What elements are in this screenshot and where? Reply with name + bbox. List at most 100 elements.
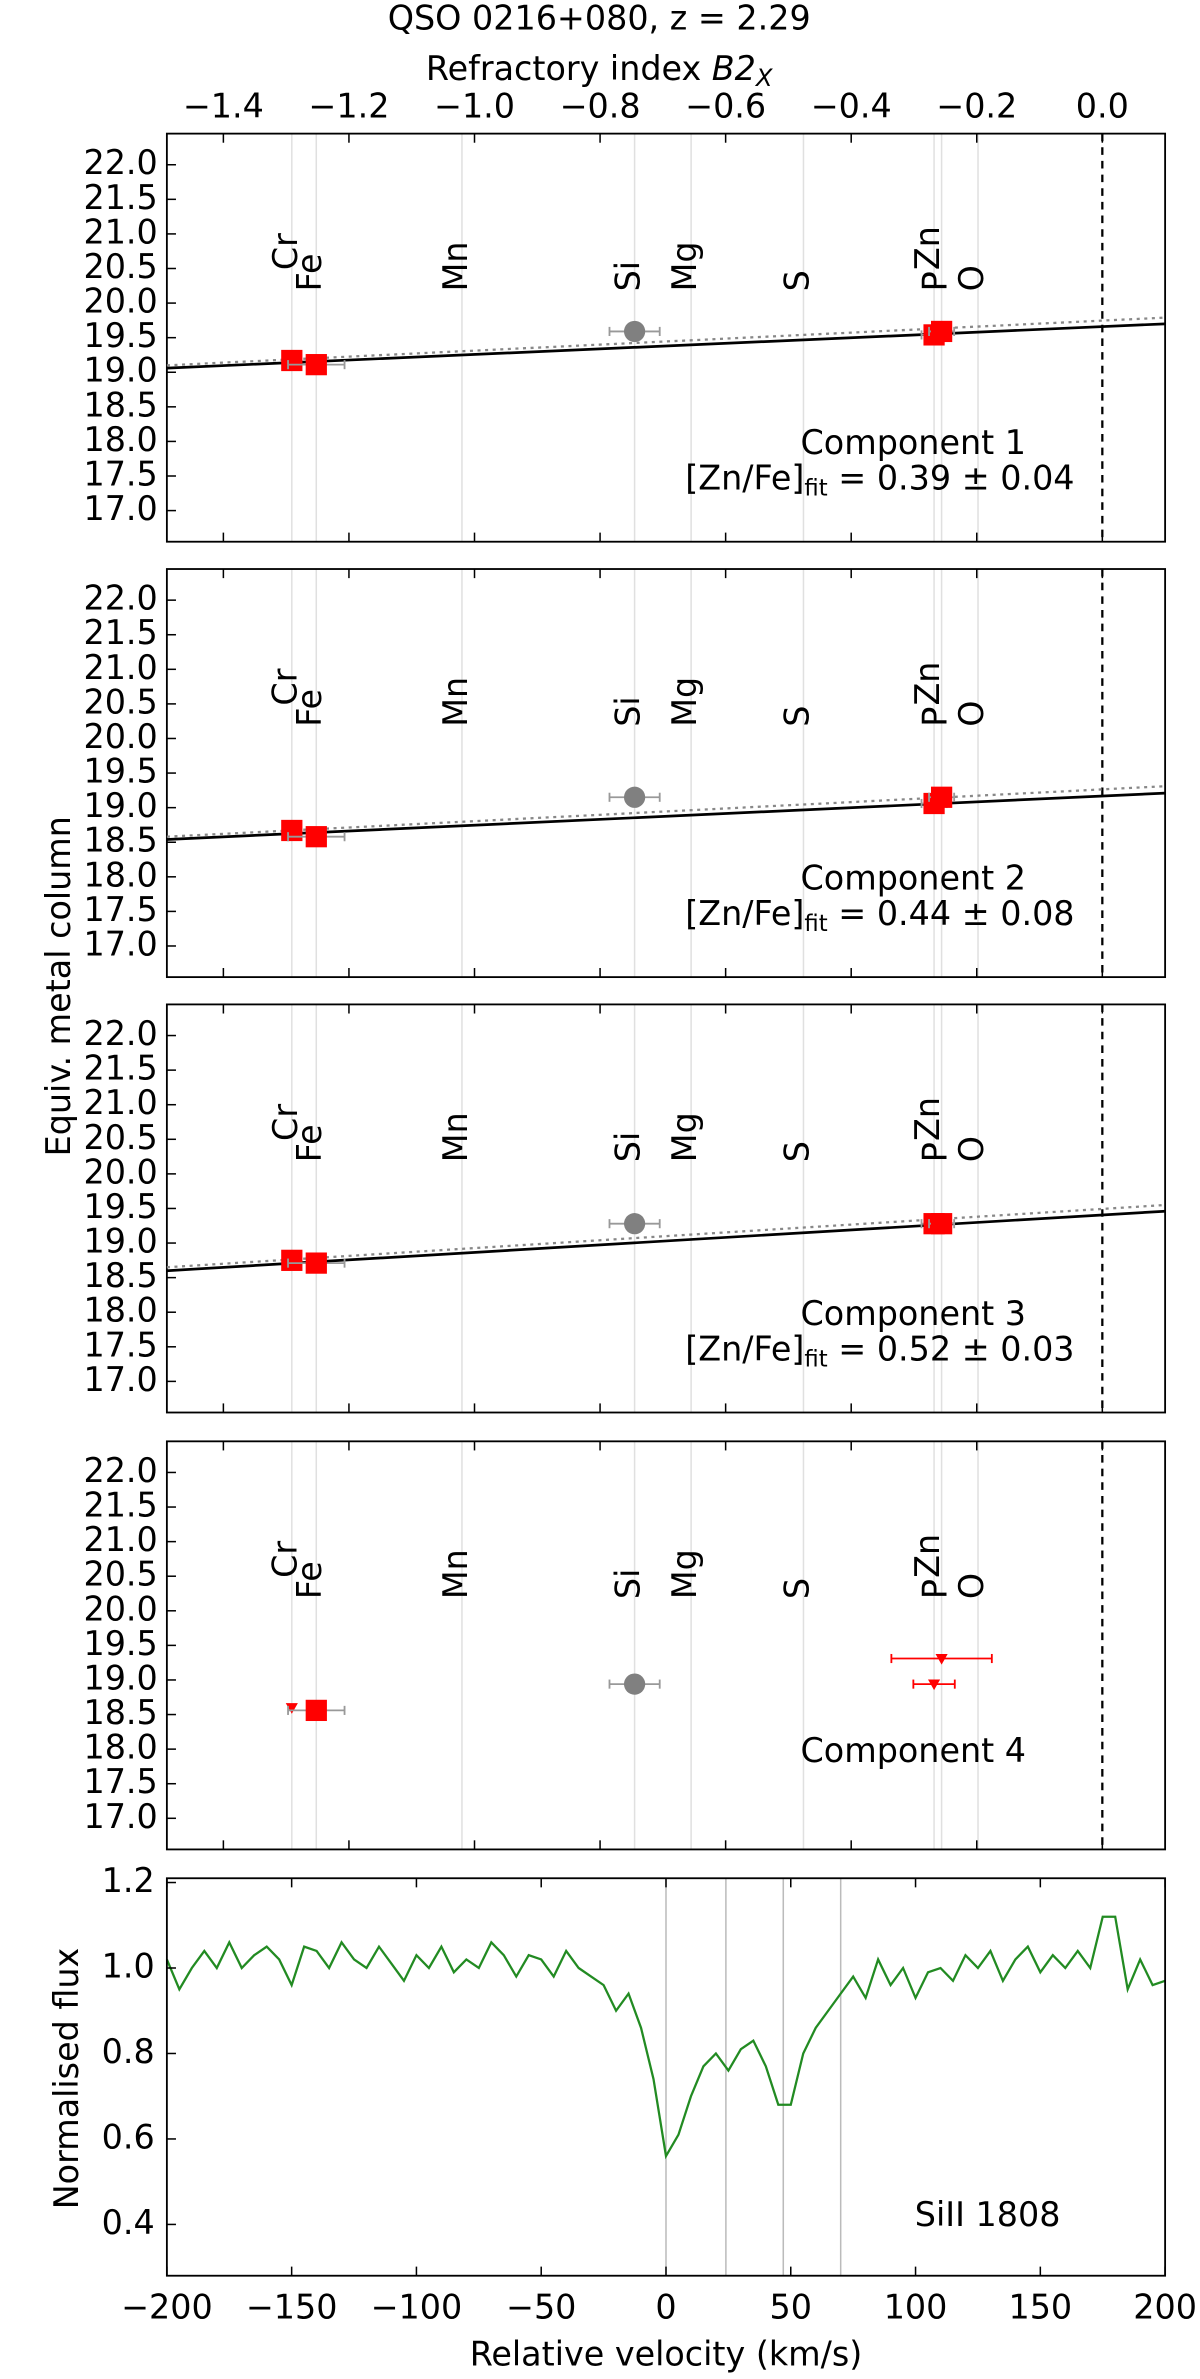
x-tick-label: −1.0 [434, 86, 515, 125]
point [623, 1213, 646, 1235]
element-label: Zn [908, 226, 947, 270]
y-tick-label: 21.5 [83, 1049, 157, 1088]
fit-label-part: fit [804, 911, 827, 937]
element-label: Mn [436, 1112, 475, 1162]
element-label: P [916, 1142, 955, 1162]
y-tick-label: 18.5 [83, 1693, 157, 1732]
y-tick-label: 0.6 [102, 2117, 155, 2156]
point [281, 349, 303, 372]
element-label: S [777, 1578, 816, 1599]
y-tick-label: 1.2 [102, 1861, 155, 1900]
y-tick-label: 17.5 [83, 455, 157, 494]
y-tick-label: 21.0 [83, 1083, 157, 1122]
y-tick-label: 20.5 [83, 682, 157, 721]
y-tick-label: 0.8 [102, 2032, 155, 2071]
y-tick-label: 21.5 [83, 613, 157, 652]
y-tick-label: 18.0 [83, 1291, 157, 1330]
element-label: Fe [290, 1124, 329, 1162]
x-tick-label: 0.0 [1076, 86, 1129, 125]
element-label: Cr [266, 1104, 305, 1141]
point [305, 1699, 327, 1722]
element-label: Mn [436, 1549, 475, 1599]
x-tick-label: −50 [506, 2288, 576, 2327]
point [930, 786, 953, 808]
x-tick-label: 0 [655, 2288, 676, 2327]
y-tick-label: 19.5 [83, 752, 157, 791]
component-label: Component 3 [801, 1294, 1027, 1333]
fit-label-part: fit [804, 1346, 827, 1372]
y-tick-label: 0.4 [102, 2203, 155, 2242]
element-label: Zn [908, 1097, 947, 1141]
top-axis-label: Refractory index B2X [426, 48, 774, 92]
x-tick-label: 50 [770, 2288, 812, 2327]
y-tick-label: 19.5 [83, 316, 157, 355]
element-label: O [952, 265, 991, 291]
point [623, 1673, 646, 1695]
fit-line [166, 791, 1166, 841]
point [928, 1679, 941, 1691]
x-tick-label: −0.2 [936, 86, 1017, 125]
element-label: Cr [266, 233, 305, 270]
fit-label-part: [Zn/Fe] [685, 893, 804, 932]
element-label: Mg [665, 241, 704, 291]
y-tick-label: 21.0 [83, 1520, 157, 1559]
element-label: Si [609, 696, 648, 726]
point [930, 320, 953, 343]
x-tick-label: 150 [1008, 2288, 1072, 2327]
element-label: S [777, 706, 816, 727]
y-tick-label: 20.0 [83, 1589, 157, 1628]
y-tick-label: 22.0 [83, 1451, 157, 1490]
y-tick-label: 17.0 [83, 924, 157, 963]
element-label: Mn [436, 677, 475, 727]
y-tick-label: 17.5 [83, 1762, 157, 1801]
fit-label-part: [Zn/Fe] [685, 1329, 804, 1368]
label-part: B2 [712, 48, 756, 87]
y-tick-label: 20.0 [83, 717, 157, 756]
x-axis-label: Relative velocity (km/s) [470, 2335, 863, 2374]
element-label: O [952, 1136, 991, 1162]
x-tick-label: −0.6 [685, 86, 766, 125]
y-tick-label: 19.5 [83, 1187, 157, 1226]
component-label: Component 1 [801, 423, 1027, 462]
y-tick-label: 17.0 [83, 489, 157, 528]
x-tick-label: −200 [121, 2288, 213, 2327]
fit-label: [Zn/Fe]fit = 0.52 ± 0.03 [685, 1329, 1074, 1372]
element-label: O [952, 1573, 991, 1599]
y-tick-label: 18.0 [83, 855, 157, 894]
element-label: S [777, 1141, 816, 1162]
y-tick-label: 19.5 [83, 1624, 157, 1663]
y-tick-label: 18.0 [83, 1728, 157, 1767]
y-tick-label: 21.5 [83, 1486, 157, 1525]
element-label: Fe [290, 254, 329, 292]
point [285, 1703, 298, 1714]
fit-label: [Zn/Fe]fit = 0.44 ± 0.08 [685, 893, 1074, 936]
flux-line [165, 1915, 1166, 2160]
y-tick-label: 19.0 [83, 786, 157, 825]
fit-label-part: fit [804, 475, 827, 501]
y-axis-label: Normalised flux [47, 1948, 86, 2210]
label-part: X [754, 63, 774, 92]
element-label: Mg [665, 677, 704, 727]
element-label: P [916, 1579, 955, 1599]
y-tick-label: 21.5 [83, 178, 157, 217]
fit-label-part: = 0.39 ± 0.04 [828, 458, 1075, 497]
point [623, 320, 646, 343]
point [623, 786, 646, 808]
y-tick-label: 20.5 [83, 247, 157, 286]
title: QSO 0216+080, z = 2.29 [388, 0, 811, 37]
component-label: Component 2 [801, 859, 1027, 898]
x-tick-label: −100 [371, 2288, 463, 2327]
y-tick-label: 20.5 [83, 1555, 157, 1594]
x-tick-label: −150 [246, 2288, 338, 2327]
y-tick-label: 21.0 [83, 212, 157, 251]
y-tick-label: 18.5 [83, 821, 157, 860]
y-tick-label: 1.0 [102, 1947, 155, 1986]
y-tick-label: 20.5 [83, 1118, 157, 1157]
x-tick-label: −0.8 [560, 86, 641, 125]
y-tick-label: 22.0 [83, 143, 157, 182]
y-tick-label: 17.0 [83, 1797, 157, 1836]
element-label: Fe [290, 689, 329, 727]
fit-line [166, 322, 1166, 370]
